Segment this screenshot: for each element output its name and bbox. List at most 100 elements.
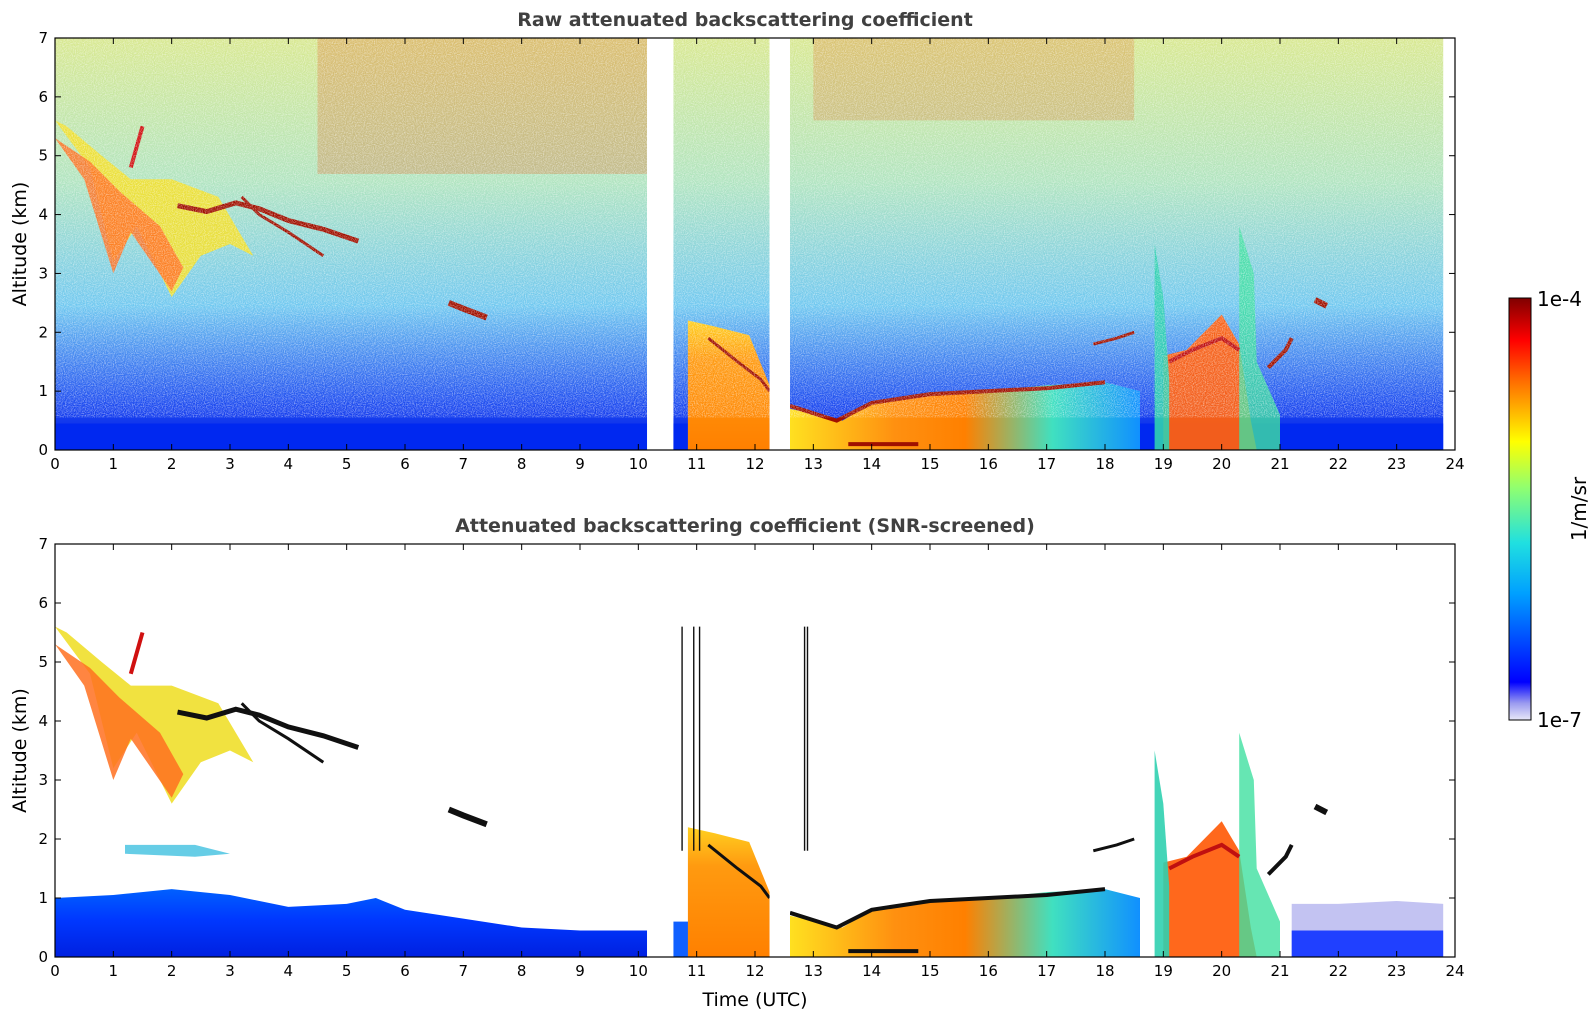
noise-speckle (55, 38, 648, 418)
x-tick-label: 17 (1037, 455, 1056, 473)
x-tick-label: 5 (342, 455, 352, 473)
x-tick-label: 21 (1270, 962, 1289, 980)
colorbar-unit-label: 1/m/sr (1567, 476, 1591, 541)
y-tick-label: 0 (38, 948, 48, 966)
x-tick-label: 22 (1329, 455, 1348, 473)
y-tick-label: 3 (38, 771, 48, 789)
snr-screened-panel: 0 1 2 3 4 5 6 7 8 9 10 11 12 13 14 15 16 17 18 19 20 21 22 23 24… (9, 515, 1465, 1011)
x-tick-label: 2 (167, 455, 177, 473)
y-tick-label: 2 (38, 830, 48, 848)
cloud-layer (789, 887, 1106, 930)
y-tick-label: 5 (38, 147, 48, 165)
y-tick-label: 5 (38, 653, 48, 671)
y-tick-label: 7 (38, 535, 48, 553)
x-tick-label: 10 (629, 455, 648, 473)
x-tick-label: 15 (920, 455, 939, 473)
y-tick-label: 3 (38, 264, 48, 282)
chart-title: Attenuated backscattering coefficient (S… (455, 515, 1035, 537)
cloud-layer (1266, 844, 1294, 876)
x-tick-label: 19 (1154, 962, 1173, 980)
x-tick-label: 6 (400, 962, 410, 980)
x-tick-label: 13 (804, 455, 823, 473)
x-tick-label: 12 (745, 962, 764, 980)
x-tick-label: 23 (1387, 962, 1406, 980)
colorbar-gradient (1508, 297, 1532, 721)
cirrus-cloud (55, 626, 254, 804)
y-axis-label: Altitude (km) (9, 182, 31, 307)
x-tick-label: 4 (284, 962, 294, 980)
x-tick-label: 15 (920, 962, 939, 980)
x-tick-label: 4 (284, 455, 294, 473)
x-tick-label: 12 (745, 455, 764, 473)
raw-backscatter-panel: 0 1 2 3 4 5 6 7 8 9 10 11 12 13 14 15 16 17 18 19 20 21 22 23 24… (9, 9, 1465, 473)
x-tick-label: 9 (575, 962, 585, 980)
y-tick-label: 1 (38, 382, 48, 400)
colorbar-max-label: 1e-4 (1537, 287, 1582, 311)
y-tick-label: 6 (38, 88, 48, 106)
x-tick-label: 14 (862, 455, 881, 473)
colorbar: 1e-4 1e-7 1/m/sr (1508, 287, 1591, 732)
data-gap (769, 544, 790, 957)
x-tick-label: 5 (342, 962, 352, 980)
aerosol-plume (687, 827, 770, 957)
x-tick-label: 20 (1212, 962, 1231, 980)
x-tick-label: 18 (1095, 455, 1114, 473)
y-tick-label: 6 (38, 594, 48, 612)
x-tick-label: 3 (225, 455, 235, 473)
noise-speckle (673, 38, 770, 418)
data-gap (1443, 38, 1455, 450)
x-tick-label: 13 (804, 962, 823, 980)
x-tick-label: 1 (109, 962, 119, 980)
y-tick-label: 4 (38, 206, 48, 224)
x-tick-label: 16 (979, 455, 998, 473)
cloud-layer (1092, 837, 1135, 853)
x-tick-label: 1 (109, 455, 119, 473)
cirrus-core (55, 644, 184, 798)
x-tick-label: 6 (400, 455, 410, 473)
x-tick-label: 10 (629, 962, 648, 980)
x-tick-label: 19 (1154, 455, 1173, 473)
x-tick-label: 23 (1387, 455, 1406, 473)
noise-speckle (790, 38, 1444, 418)
plume-top (1168, 842, 1241, 871)
cloud-streak (128, 631, 145, 675)
data-gap (769, 38, 790, 450)
x-tick-label: 24 (1445, 962, 1464, 980)
y-tick-label: 1 (38, 889, 48, 907)
near-surface-layer (55, 423, 648, 450)
convective-plume (1239, 732, 1280, 957)
y-tick-label: 4 (38, 712, 48, 730)
x-tick-label: 2 (167, 962, 177, 980)
cloud-layer (447, 806, 488, 828)
x-tick-label: 14 (862, 962, 881, 980)
data-gap (1443, 544, 1455, 957)
boundary-layer (55, 889, 648, 957)
data-gap (647, 544, 674, 957)
cloud-layer (240, 702, 325, 764)
convective-plume (1154, 750, 1170, 957)
aerosol-band (790, 889, 1140, 957)
y-tick-label: 7 (38, 29, 48, 47)
y-axis-ticks: 0 1 2 3 4 5 6 7 (38, 29, 1455, 459)
raw-backscatter-heatmap (55, 38, 1455, 450)
data-gap (647, 38, 674, 450)
aerosol-patch (125, 844, 230, 857)
x-tick-label: 7 (459, 962, 469, 980)
snr-screened-heatmap (55, 544, 1455, 957)
x-tick-label: 17 (1037, 962, 1056, 980)
x-tick-label: 8 (517, 962, 527, 980)
chart-title: Raw attenuated backscattering coefficien… (517, 9, 973, 31)
colorbar-min-label: 1e-7 (1537, 708, 1582, 732)
boundary-layer (673, 921, 691, 957)
x-tick-label: 11 (687, 962, 706, 980)
y-axis-label: Altitude (km) (9, 688, 31, 813)
x-tick-label: 11 (687, 455, 706, 473)
y-tick-label: 0 (38, 441, 48, 459)
x-tick-label: 0 (50, 455, 60, 473)
x-axis-ticks: 0 1 2 3 4 5 6 7 8 9 10 11 12 13 14 15 16 17 18 19 20 21 22 23 24 (50, 38, 1465, 473)
x-tick-label: 8 (517, 455, 527, 473)
y-axis-ticks: 0 1 2 3 4 5 6 7 (38, 535, 1455, 966)
x-tick-label: 16 (979, 962, 998, 980)
boundary-layer (1291, 930, 1444, 957)
